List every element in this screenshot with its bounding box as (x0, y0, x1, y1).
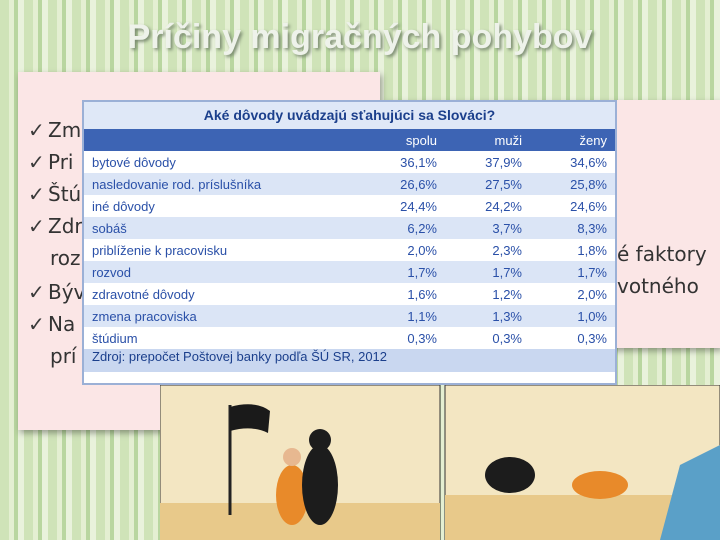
figure (572, 471, 628, 499)
value-cell: 1,7% (360, 261, 445, 283)
text-fragment: votného (617, 274, 699, 298)
table-title: Aké dôvody uvádzajú sťahujúci sa Slováci… (84, 102, 615, 129)
value-cell: 0,3% (577, 330, 607, 346)
value-cell: 1,3% (445, 305, 530, 327)
cartoon (160, 385, 720, 540)
figure (302, 445, 338, 525)
label-cell: iné dôvody (92, 198, 155, 214)
table-row: bytové dôvody 36,1% 37,9% 34,6% (84, 151, 615, 173)
data-table: Aké dôvody uvádzajú sťahujúci sa Slováci… (82, 100, 617, 385)
figure (485, 457, 535, 493)
header-cell: spolu (360, 129, 445, 151)
label-cell: bytové dôvody (92, 154, 176, 170)
table-source: Zdroj: prepočet Poštovej banky podľa ŠÚ … (84, 349, 615, 372)
value-cell: 27,5% (445, 173, 530, 195)
table-row: štúdium 0,3% 0,3% 0,3% (84, 327, 615, 349)
flag (230, 404, 270, 433)
label-cell: nasledovanie rod. príslušníka (84, 173, 360, 195)
bullet-text: prí (50, 344, 77, 368)
value-cell: 37,9% (485, 154, 522, 170)
checkmark: ✓ (28, 150, 45, 174)
value-cell: 1,8% (577, 242, 607, 258)
label-cell: priblíženie k pracovisku (92, 242, 228, 258)
table-row: zmena pracoviska 1,1% 1,3% 1,0% (84, 305, 615, 327)
value-cell: 2,3% (492, 242, 522, 258)
table-row: iné dôvody 24,4% 24,2% 24,6% (84, 195, 615, 217)
checkmark: ✓ (28, 118, 45, 142)
figure-head (283, 448, 301, 466)
value-cell: 34,6% (570, 154, 607, 170)
value-cell: 1,2% (492, 286, 522, 302)
checkmark: ✓ (28, 312, 45, 336)
table: spolu muži ženy bytové dôvody 36,1% 37,9% 34,6… (84, 129, 615, 349)
value-cell: 0,3% (492, 330, 522, 346)
label-cell: rozvod (84, 261, 360, 283)
table-row: sobáš 6,2% 3,7% 8,3% (84, 217, 615, 239)
label-cell: štúdium (92, 330, 138, 346)
label-cell: sobáš (84, 217, 360, 239)
bullet-text: roz (50, 246, 81, 270)
bullet-text: Pri (48, 150, 74, 174)
value-cell: 24,6% (570, 198, 607, 214)
value-cell: 26,6% (360, 173, 445, 195)
value-cell: 24,4% (400, 198, 437, 214)
bullet-text: Štú (48, 182, 82, 206)
table-row: rozvod 1,7% 1,7% 1,7% (84, 261, 615, 283)
value-cell: 2,0% (407, 242, 437, 258)
value-cell: 3,7% (445, 217, 530, 239)
value-cell: 1,0% (530, 305, 615, 327)
bullet-text: Zm (48, 118, 82, 142)
table-row: zdravotné dôvody 1,6% 1,2% 2,0% (84, 283, 615, 305)
value-cell: 8,3% (530, 217, 615, 239)
value-cell: 1,7% (445, 261, 530, 283)
text-fragment: é faktory (617, 242, 707, 266)
value-cell: 36,1% (400, 154, 437, 170)
checkmark: ✓ (28, 214, 45, 238)
header-cell: muži (445, 129, 530, 151)
slide-title: Príčiny migračných pohybov (127, 18, 593, 56)
bullet-text: Na (48, 312, 76, 336)
figure (276, 465, 308, 525)
value-cell: 1,6% (407, 286, 437, 302)
header-cell: ženy (530, 129, 615, 151)
value-cell: 6,2% (360, 217, 445, 239)
value-cell: 25,8% (530, 173, 615, 195)
label-cell: zmena pracoviska (84, 305, 360, 327)
bullet-text: Býv (48, 280, 86, 304)
checkmark: ✓ (28, 182, 45, 206)
header-cell (84, 129, 360, 151)
label-cell: zdravotné dôvody (92, 286, 195, 302)
value-cell: 1,7% (530, 261, 615, 283)
sea (660, 445, 720, 540)
figure-head (309, 429, 331, 451)
bullet-text: Zdr (48, 214, 83, 238)
value-cell: 24,2% (485, 198, 522, 214)
checkmark: ✓ (28, 280, 45, 304)
value-cell: 2,0% (577, 286, 607, 302)
value-cell: 1,1% (360, 305, 445, 327)
value-cell: 0,3% (407, 330, 437, 346)
table-row: priblíženie k pracovisku 2,0% 2,3% 1,8% (84, 239, 615, 261)
table-row: nasledovanie rod. príslušníka 26,6% 27,5% 2… (84, 173, 615, 195)
